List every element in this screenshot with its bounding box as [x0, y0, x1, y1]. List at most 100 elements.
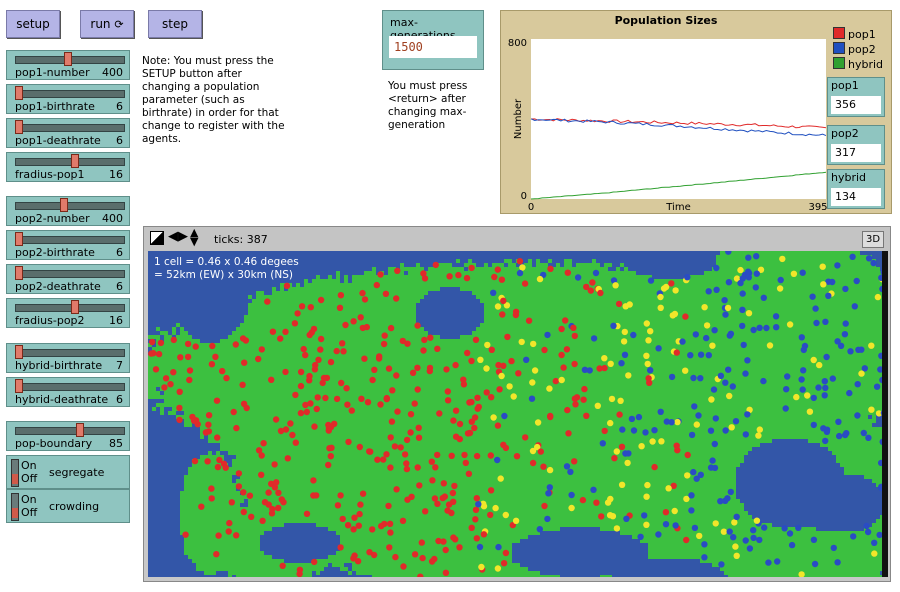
slider-track[interactable]: [15, 383, 125, 391]
agent-dot: [684, 274, 691, 281]
agent-dot: [223, 374, 230, 382]
agent-dot: [337, 544, 344, 551]
agent-dot: [429, 477, 436, 484]
agent-dot: [647, 328, 654, 335]
run-button[interactable]: run ⟳: [80, 10, 134, 38]
agent-dot: [773, 324, 780, 331]
slider-track[interactable]: [15, 90, 125, 98]
agent-dot: [729, 383, 736, 390]
slider-fradius-pop2[interactable]: fradius-pop2 16: [6, 298, 130, 328]
agent-dot: [297, 409, 305, 417]
slider-knob[interactable]: [71, 300, 80, 314]
slider-pop1-birthrate[interactable]: pop1-birthrate 6: [6, 84, 130, 114]
slider-fradius-pop1[interactable]: fradius-pop1 16: [6, 152, 130, 182]
agent-dot: [280, 499, 287, 506]
slider-label: pop-boundary: [15, 437, 93, 450]
agent-dot: [708, 396, 715, 403]
slider-knob[interactable]: [59, 198, 68, 212]
agent-dot: [750, 527, 757, 534]
slider-label: fradius-pop1: [15, 168, 85, 181]
agent-dot: [307, 304, 314, 311]
slider-knob[interactable]: [15, 232, 23, 246]
monitor-label: pop2: [831, 127, 859, 140]
slider-track[interactable]: [15, 124, 125, 132]
agent-dot: [730, 534, 737, 541]
setup-button[interactable]: setup: [6, 10, 60, 38]
agent-dot: [815, 384, 822, 391]
agent-dot: [399, 337, 406, 345]
slider-knob[interactable]: [76, 423, 85, 437]
step-button[interactable]: step: [148, 10, 202, 38]
slider-knob[interactable]: [71, 154, 80, 168]
agent-dot: [355, 522, 362, 529]
agent-dot: [492, 504, 499, 512]
agent-dot: [387, 434, 394, 441]
agent-dot: [403, 465, 411, 473]
3d-button[interactable]: 3D: [862, 231, 884, 248]
slider-pop1-number[interactable]: pop1-number 400: [6, 50, 130, 80]
slider-pop2-number[interactable]: pop2-number 400: [6, 196, 130, 226]
slider-hybrid-birthrate[interactable]: hybrid-birthrate 7: [6, 343, 130, 373]
agent-dot: [294, 310, 301, 317]
agent-dot: [671, 507, 678, 515]
agent-dot: [701, 304, 708, 311]
agent-dot: [711, 440, 718, 448]
agent-dot: [291, 320, 299, 327]
max-generations-field[interactable]: 1500: [389, 36, 477, 58]
slider-pop1-deathrate[interactable]: pop1-deathrate 6: [6, 118, 130, 148]
agent-dot: [495, 361, 502, 369]
slider-pop-boundary[interactable]: pop-boundary 85: [6, 421, 130, 451]
agent-dot: [813, 319, 820, 327]
agent-dot: [356, 510, 363, 518]
slider-track[interactable]: [15, 236, 125, 244]
agent-dot: [870, 259, 877, 267]
agent-dot: [508, 357, 515, 365]
agent-dot: [547, 265, 554, 272]
agent-dot: [744, 411, 751, 418]
agent-dot: [672, 522, 679, 529]
slider-track[interactable]: [15, 427, 125, 435]
slider-knob[interactable]: [15, 120, 23, 134]
x-min-tick: 0: [528, 202, 534, 211]
slider-value: 400: [102, 66, 123, 79]
agent-dot: [822, 384, 829, 392]
view-scrollbar[interactable]: [882, 251, 888, 577]
slider-track[interactable]: [15, 270, 125, 278]
agent-dot: [287, 420, 294, 427]
slider-track[interactable]: [15, 158, 125, 166]
agent-dot: [822, 318, 829, 325]
zoom-icon[interactable]: [150, 231, 164, 245]
agent-dot: [819, 263, 826, 270]
agent-dot: [670, 482, 677, 489]
agent-dot: [464, 349, 471, 357]
agent-dot: [239, 381, 246, 388]
slider-hybrid-deathrate[interactable]: hybrid-deathrate 6: [6, 377, 130, 407]
slider-knob[interactable]: [15, 86, 23, 100]
switch-crowding[interactable]: On Off crowding: [6, 489, 130, 523]
slider-knob[interactable]: [63, 52, 72, 66]
slider-knob[interactable]: [15, 379, 23, 393]
arrow-left-right-icon[interactable]: ◀▶: [168, 229, 188, 244]
agent-dot: [717, 372, 725, 379]
slider-pop2-birthrate[interactable]: pop2-birthrate 6: [6, 230, 130, 260]
agent-dot: [269, 328, 277, 335]
agent-dot: [558, 351, 565, 359]
slider-track[interactable]: [15, 304, 125, 312]
slider-knob[interactable]: [15, 345, 23, 359]
agent-dot: [434, 500, 441, 507]
switch-segregate[interactable]: On Off segregate: [6, 455, 130, 489]
agent-dot: [842, 285, 849, 293]
max-generations-input[interactable]: max-generations 1500: [382, 10, 484, 70]
arrow-up-down-icon[interactable]: ▲ ▼: [190, 226, 199, 248]
toggle-handle[interactable]: [11, 493, 19, 521]
agent-dot: [865, 255, 873, 262]
agent-dot: [786, 321, 794, 328]
agent-dot: [462, 459, 469, 467]
toggle-handle[interactable]: [11, 459, 19, 487]
world-map[interactable]: [148, 251, 884, 577]
slider-track[interactable]: [15, 202, 125, 210]
agent-dot: [737, 266, 744, 274]
slider-pop2-deathrate[interactable]: pop2-deathrate 6: [6, 264, 130, 294]
slider-track[interactable]: [15, 349, 125, 357]
slider-knob[interactable]: [15, 266, 23, 280]
